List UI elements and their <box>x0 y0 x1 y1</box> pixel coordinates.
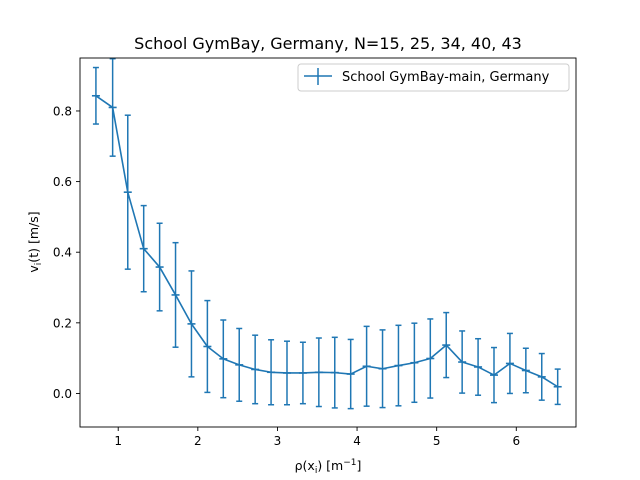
y-tick-label: 0.8 <box>53 104 72 118</box>
x-tick-label: 4 <box>353 434 361 448</box>
legend-label: School GymBay-main, Germany <box>342 70 550 85</box>
series-layer <box>91 57 562 410</box>
x-axis-label-main: ρ(x <box>295 458 315 473</box>
x-tick-label: 3 <box>274 434 282 448</box>
plot-frame <box>79 57 577 428</box>
y-axis-ticks: 0.0 0.2 0.4 0.6 0.8 <box>53 104 80 401</box>
x-tick-label: 1 <box>114 434 122 448</box>
legend-box <box>297 63 570 92</box>
y-axis-label-main: v <box>26 265 41 273</box>
x-axis-label: ρ(xi) [m−1] <box>295 458 362 476</box>
x-tick-label: 6 <box>512 434 520 448</box>
x-axis-ticks: 1 2 3 4 5 6 <box>114 427 520 448</box>
y-tick-label: 0.6 <box>53 175 72 189</box>
x-axis-label-rest: ) [m <box>317 458 343 473</box>
series-line <box>95 95 559 388</box>
y-tick-label: 0.2 <box>53 316 72 330</box>
x-axis-label-sub: i <box>315 466 318 476</box>
plot-area <box>80 58 576 427</box>
x-tick-label: 5 <box>433 434 441 448</box>
chart-title: School GymBay, Germany, N=15, 25, 34, 40… <box>134 34 522 53</box>
legend: School GymBay-main, Germany <box>297 63 570 92</box>
y-axis-label-rest: (t) [m/s] <box>26 211 41 262</box>
y-axis-label-sub: i <box>34 263 44 266</box>
x-axis-label-sup: −1 <box>343 458 356 468</box>
y-axis-label: vi(t) [m/s] <box>26 211 44 272</box>
y-tick-label: 0.4 <box>53 246 72 260</box>
x-tick-label: 2 <box>194 434 202 448</box>
x-axis-label-end: ] <box>357 458 362 473</box>
y-tick-label: 0.0 <box>53 387 72 401</box>
